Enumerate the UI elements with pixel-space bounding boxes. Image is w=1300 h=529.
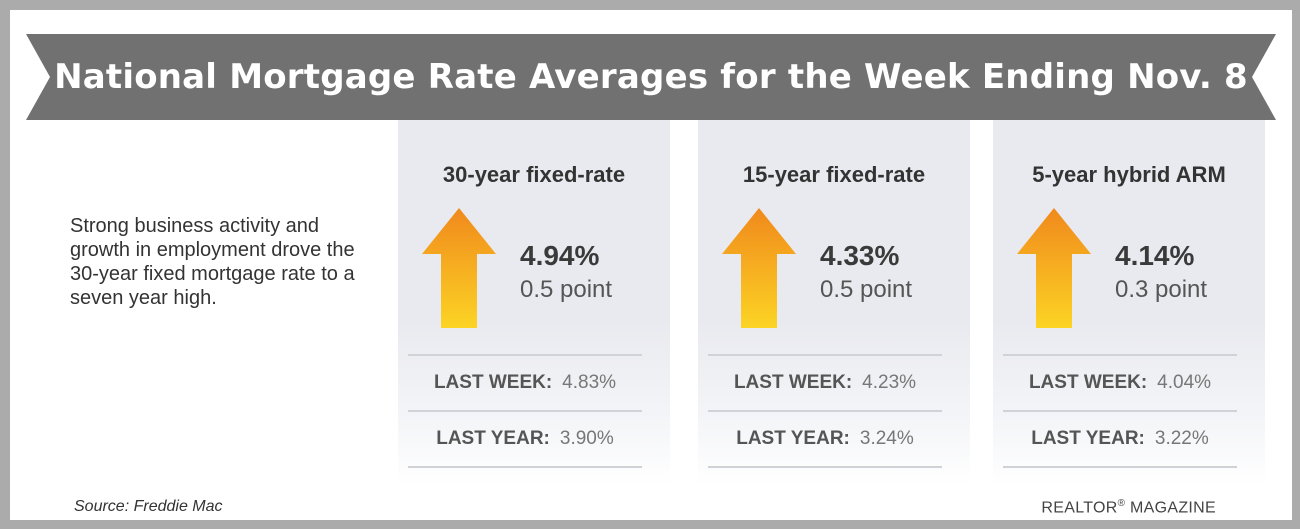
last-week-value: 4.23% <box>862 372 917 393</box>
last-week-label: LAST WEEK: <box>433 372 553 393</box>
last-week-row: LAST WEEK: 4.83% <box>408 354 642 410</box>
banner-ribbon-shape <box>26 34 1276 120</box>
source-note: Source: Freddie Mac <box>74 498 223 515</box>
title-banner: National Mortgage Rate Averages for the … <box>26 34 1276 120</box>
last-year-label: LAST YEAR: <box>736 428 850 449</box>
rate-change: 0.5 point <box>820 276 913 303</box>
rate-card-30-year: 30-year fixed-rate 4.94% 0.5 point LAST … <box>398 120 670 485</box>
up-arrow-icon <box>1017 208 1091 328</box>
rate-change: 0.5 point <box>520 276 613 303</box>
last-week-row: LAST WEEK: 4.04% <box>1003 354 1237 410</box>
up-arrow-icon <box>422 208 496 328</box>
brand-logo-text: REALTOR® MAGAZINE <box>1041 498 1216 517</box>
card-title: 5-year hybrid ARM <box>1032 162 1226 187</box>
last-year-label: LAST YEAR: <box>1031 428 1145 449</box>
last-week-row: LAST WEEK: 4.23% <box>708 354 942 410</box>
last-year-row: LAST YEAR: 3.24% <box>708 410 942 468</box>
card-title: 15-year fixed-rate <box>742 162 926 187</box>
infographic-frame: National Mortgage Rate Averages for the … <box>10 10 1292 520</box>
current-rate: 4.14% <box>1115 240 1195 271</box>
last-year-value: 3.24% <box>859 428 914 449</box>
intro-text: Strong business activity and growth in e… <box>70 215 355 309</box>
last-week-value: 4.83% <box>562 372 617 393</box>
last-year-row: LAST YEAR: 3.22% <box>1003 410 1237 468</box>
last-week-label: LAST WEEK: <box>733 372 853 393</box>
brand-name: REALTOR <box>1041 499 1118 517</box>
last-week-label: LAST WEEK: <box>1028 372 1148 393</box>
card-title: 30-year fixed-rate <box>442 162 626 187</box>
last-year-row: LAST YEAR: 3.90% <box>408 410 642 468</box>
last-week-value: 4.04% <box>1157 372 1212 393</box>
current-rate: 4.33% <box>820 240 900 271</box>
page-title: National Mortgage Rate Averages for the … <box>54 57 1248 97</box>
last-year-label: LAST YEAR: <box>436 428 550 449</box>
last-year-value: 3.22% <box>1154 428 1209 449</box>
up-arrow-icon <box>722 208 796 328</box>
rate-card-15-year: 15-year fixed-rate 4.33% 0.5 point LAST … <box>698 120 970 485</box>
current-rate: 4.94% <box>520 240 600 271</box>
rate-change: 0.3 point <box>1115 276 1208 303</box>
last-year-value: 3.90% <box>559 428 614 449</box>
registered-mark: ® <box>1117 498 1126 509</box>
brand-suffix: MAGAZINE <box>1125 499 1216 517</box>
rate-card-5-year-arm: 5-year hybrid ARM 4.14% 0.3 point LAST W… <box>993 120 1265 485</box>
